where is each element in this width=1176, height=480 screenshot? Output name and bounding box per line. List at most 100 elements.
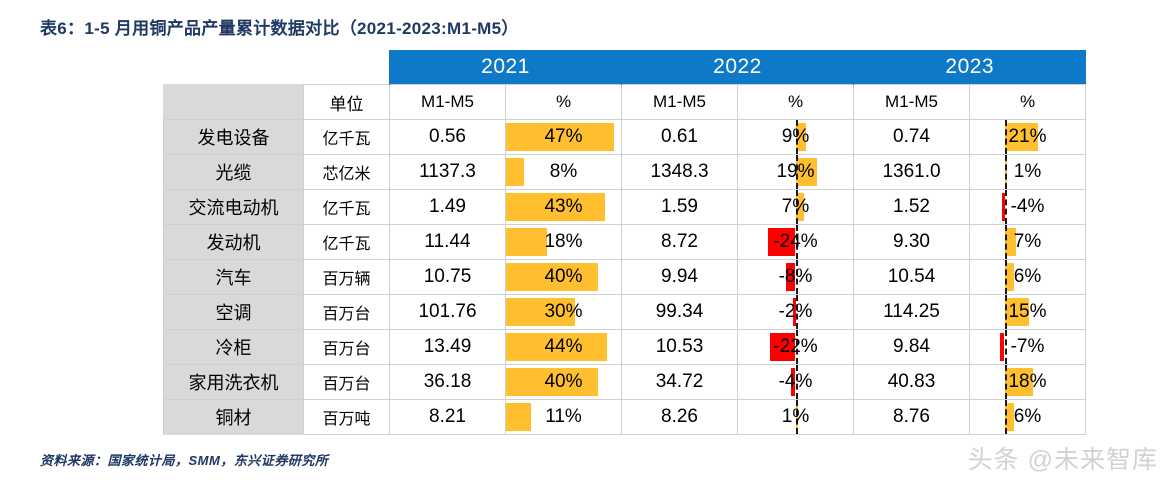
table-row: 发动机 亿千瓦 11.44 18% 8.72 -24% 9.30 7% <box>163 224 1086 260</box>
databar-positive <box>795 158 818 186</box>
year-group-2021: 2021 <box>389 50 622 85</box>
row-label-3: 发动机 <box>163 224 304 260</box>
value-cell-y2022: 1.59 <box>621 189 738 225</box>
percent-value: 18% <box>1008 371 1047 392</box>
zero-axis-line <box>1004 330 1007 364</box>
unit-cell: 百万辆 <box>303 259 390 295</box>
databar-cell-y2021: 43% <box>505 189 622 225</box>
percent-value: 40% <box>544 266 583 287</box>
figure-title: 表6：1-5 月用铜产品产量累计数据对比（2021-2023:M1-M5） <box>40 19 519 38</box>
table-row: 家用洗衣机 百万台 36.18 40% 34.72 -4% 40.83 18% <box>163 364 1086 400</box>
value-cell-y2022: 8.72 <box>621 224 738 260</box>
databar-positive <box>506 228 548 256</box>
percent-value: -7% <box>1010 336 1045 357</box>
databar-cell-y2023: 1% <box>969 154 1086 190</box>
value-cell-y2021: 11.44 <box>389 224 506 260</box>
unit-cell: 亿千瓦 <box>303 224 390 260</box>
databar-negative <box>1001 193 1005 221</box>
value-cell-y2022: 9.94 <box>621 259 738 295</box>
percent-value: 19% <box>776 161 815 182</box>
percent-value: 18% <box>544 231 583 252</box>
percent-value: -8% <box>778 266 813 287</box>
databar-positive <box>1004 403 1015 431</box>
row-label-0: 发电设备 <box>163 119 304 155</box>
databar-cell-y2021: 11% <box>505 399 622 435</box>
percent-value: -24% <box>773 231 818 252</box>
table-header: 2021 2022 2023 单位 M1-M5 % M1-M5 % M1-M5 … <box>163 50 1086 120</box>
value-cell-y2023: 40.83 <box>853 364 970 400</box>
databar-cell-y2021: 40% <box>505 364 622 400</box>
column-header-2023-val: M1-M5 <box>853 84 970 120</box>
zero-axis-line <box>795 225 798 259</box>
percent-value: 6% <box>1013 406 1042 427</box>
value-cell-y2022: 8.26 <box>621 399 738 435</box>
databar-cell-y2023: 6% <box>969 399 1086 435</box>
zero-axis-line <box>795 330 798 364</box>
column-header-2022-val: M1-M5 <box>621 84 738 120</box>
databar-positive <box>1004 298 1029 326</box>
value-cell-y2023: 1361.0 <box>853 154 970 190</box>
databar-cell-y2022: -22% <box>737 329 854 365</box>
zero-axis-line <box>795 365 798 399</box>
databar-cell-y2022: 9% <box>737 119 854 155</box>
databar-cell-y2023: 6% <box>969 259 1086 295</box>
unit-cell: 百万吨 <box>303 399 390 435</box>
zero-axis-line <box>1004 260 1007 294</box>
column-header-2021-pct: % <box>505 84 622 120</box>
value-cell-y2021: 0.56 <box>389 119 506 155</box>
year-group-2023: 2023 <box>853 50 1086 85</box>
percent-value: 44% <box>544 336 583 357</box>
row-label-4: 汽车 <box>163 259 304 295</box>
percent-value: 43% <box>544 196 583 217</box>
watermark: 头条 @未来智库 <box>967 446 1158 474</box>
databar-cell-y2023: -4% <box>969 189 1086 225</box>
percent-value: 8% <box>549 161 578 182</box>
zero-axis-line <box>795 190 798 224</box>
row-label-5: 空调 <box>163 294 304 330</box>
databar-cell-y2023: -7% <box>969 329 1086 365</box>
source-note: 资料来源：国家统计局，SMM，东兴证券研究所 <box>40 453 329 468</box>
percent-value: 47% <box>544 126 583 147</box>
table-row: 冷柜 百万台 13.49 44% 10.53 -22% 9.84 -7% <box>163 329 1086 365</box>
databar-cell-y2021: 44% <box>505 329 622 365</box>
databar-cell-y2021: 18% <box>505 224 622 260</box>
percent-value: 30% <box>544 301 583 322</box>
zero-axis-line <box>1004 190 1007 224</box>
databar-cell-y2023: 15% <box>969 294 1086 330</box>
percent-value: -4% <box>1010 196 1045 217</box>
column-header-2023-pct: % <box>969 84 1086 120</box>
zero-axis-line <box>795 120 798 154</box>
databar-negative <box>790 368 796 396</box>
databar-positive <box>1004 263 1015 291</box>
percent-value: 6% <box>1013 266 1042 287</box>
unit-cell: 亿千瓦 <box>303 119 390 155</box>
row-label-7: 家用洗衣机 <box>163 364 304 400</box>
databar-negative <box>786 263 796 291</box>
databar-positive <box>506 298 575 326</box>
unit-cell: 百万台 <box>303 294 390 330</box>
zero-axis-line <box>1004 225 1007 259</box>
percent-value: 15% <box>1008 301 1047 322</box>
databar-cell-y2023: 18% <box>969 364 1086 400</box>
zero-axis-line <box>1004 365 1007 399</box>
databar-cell-y2021: 30% <box>505 294 622 330</box>
databar-cell-y2022: 7% <box>737 189 854 225</box>
databar-cell-y2021: 40% <box>505 259 622 295</box>
value-cell-y2022: 0.61 <box>621 119 738 155</box>
column-header-2021-val: M1-M5 <box>389 84 506 120</box>
databar-positive <box>506 263 598 291</box>
zero-axis-line <box>1004 155 1007 189</box>
year-group-2022: 2022 <box>621 50 854 85</box>
percent-value: 21% <box>1008 126 1047 147</box>
row-label-1: 光缆 <box>163 154 304 190</box>
databar-positive <box>506 123 615 151</box>
databar-negative <box>792 298 796 326</box>
databar-positive <box>795 123 806 151</box>
data-table-container: 2021 2022 2023 单位 M1-M5 % M1-M5 % M1-M5 … <box>163 50 1086 435</box>
year-group-row: 2021 2022 2023 <box>163 50 1086 85</box>
zero-axis-line <box>1004 120 1007 154</box>
databar-cell-y2022: -8% <box>737 259 854 295</box>
percent-value: -4% <box>778 371 813 392</box>
databar-positive <box>506 403 532 431</box>
percent-value: -2% <box>778 301 813 322</box>
